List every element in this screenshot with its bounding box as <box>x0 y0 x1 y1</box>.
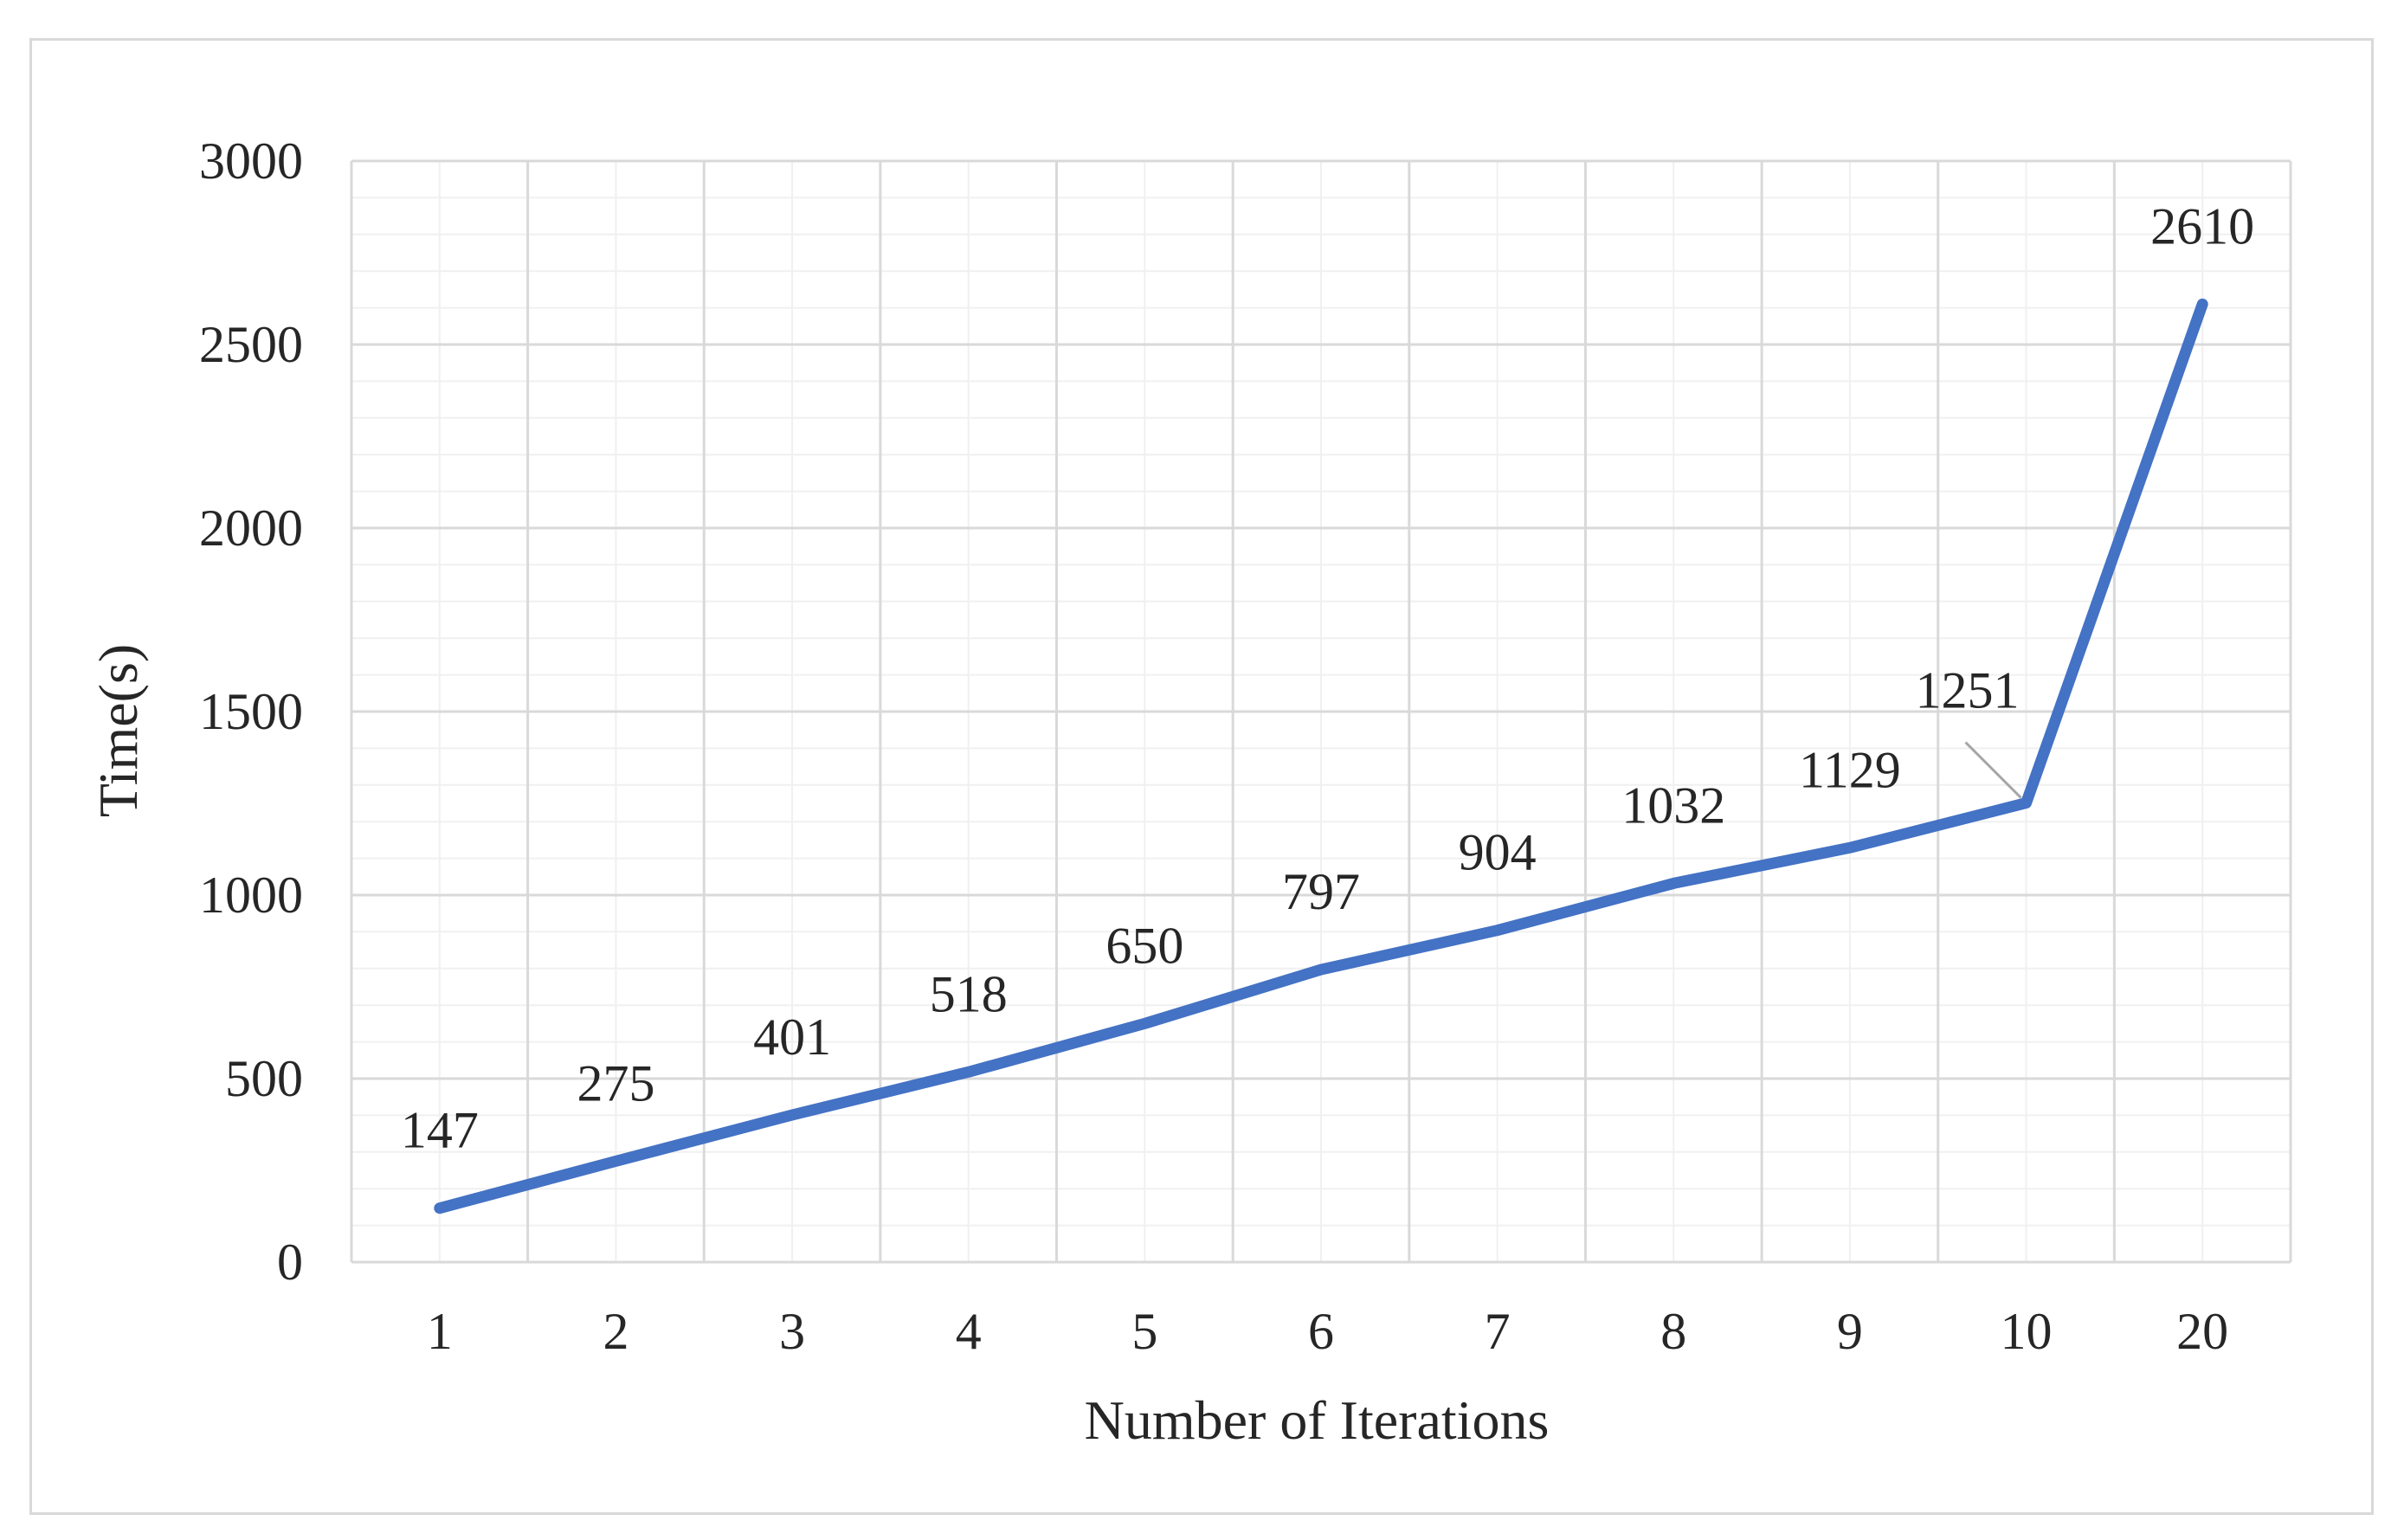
x-tick-label: 4 <box>956 1303 982 1360</box>
y-tick-label: 3000 <box>199 132 303 190</box>
y-tick-label: 500 <box>225 1050 303 1107</box>
data-label: 518 <box>930 965 1008 1022</box>
x-tick-label: 10 <box>2001 1303 2053 1360</box>
x-tick-label: 5 <box>1131 1303 1157 1360</box>
y-tick-label: 1500 <box>199 683 303 740</box>
data-label: 1251 <box>1916 662 2020 719</box>
data-labels: 147 275 401 518 650 797 904 1032 1129 1251 2610 <box>401 197 2254 1158</box>
y-axis-ticks: 0 500 1000 1500 2000 2500 3000 <box>199 132 303 1291</box>
data-label: 1129 <box>1799 741 1901 798</box>
chart-frame <box>29 38 2374 1515</box>
y-tick-label: 2500 <box>199 316 303 373</box>
data-label: 797 <box>1282 863 1360 920</box>
data-label: 904 <box>1459 824 1537 881</box>
data-label: 275 <box>577 1054 654 1112</box>
x-tick-label: 8 <box>1660 1303 1686 1360</box>
x-axis-title: Number of Iterations <box>1085 1389 1550 1451</box>
x-axis-ticks: 1 2 3 4 5 6 7 8 9 10 20 <box>427 1303 2228 1360</box>
grid <box>350 159 2292 1264</box>
x-tick-label: 2 <box>603 1303 628 1360</box>
x-tick-label: 9 <box>1837 1303 1863 1360</box>
data-label: 650 <box>1105 917 1183 974</box>
x-tick-label: 6 <box>1308 1303 1334 1360</box>
x-tick-label: 20 <box>2176 1303 2228 1360</box>
data-label: 1032 <box>1621 776 1725 834</box>
series-line <box>434 298 2208 1215</box>
y-tick-label: 2000 <box>199 499 303 557</box>
x-tick-label: 1 <box>427 1303 453 1360</box>
data-label: 401 <box>753 1008 831 1066</box>
x-tick-label: 7 <box>1485 1303 1511 1360</box>
data-label: 2610 <box>2150 197 2254 255</box>
series-layer <box>434 298 2208 1215</box>
x-tick-label: 3 <box>779 1303 805 1360</box>
y-tick-label: 0 <box>277 1234 303 1291</box>
y-axis-title: Time(s) <box>87 644 149 817</box>
y-tick-label: 1000 <box>199 867 303 924</box>
leader-line <box>1964 741 2022 799</box>
data-label: 147 <box>401 1102 479 1159</box>
